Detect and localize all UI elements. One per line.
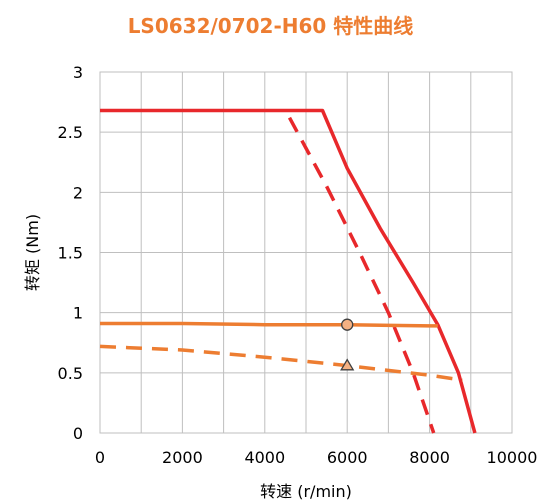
marker-triangle (340, 358, 355, 371)
markers-layer (340, 318, 355, 371)
series-line-0 (100, 108, 477, 434)
x-tick-label: 8000 (409, 448, 450, 467)
y-tick-label: 2 (73, 183, 83, 202)
y-tick-label: 2.5 (58, 123, 83, 142)
series-line-1 (287, 116, 436, 434)
x-tick-label: 6000 (327, 448, 368, 467)
y-tick-label: 0.5 (58, 364, 83, 383)
x-tick-label: 4000 (244, 448, 285, 467)
series-layer (99, 108, 477, 434)
y-tick-label: 3 (73, 63, 83, 82)
grid (99, 71, 513, 434)
x-axis-label: 转速 (r/min) (260, 482, 352, 501)
x-tick-label: 10000 (487, 448, 538, 467)
y-axis-label: 转矩 (Nm) (23, 214, 42, 291)
marker-circle (341, 318, 354, 331)
y-tick-label: 1.5 (58, 244, 83, 263)
y-tick-label: 0 (73, 424, 83, 443)
y-tick-label: 1 (73, 304, 83, 323)
series-line-2 (100, 321, 438, 328)
x-tick-label: 2000 (162, 448, 203, 467)
tick-labels: 0 2000 4000 6000 8000 10000 0 0.5 1 1.5 2 2.5 3 (58, 63, 538, 467)
x-tick-label: 0 (95, 448, 105, 467)
plot-frame (99, 71, 513, 434)
chart-title: LS0632/0702-H60 特性曲线 (127, 14, 414, 38)
